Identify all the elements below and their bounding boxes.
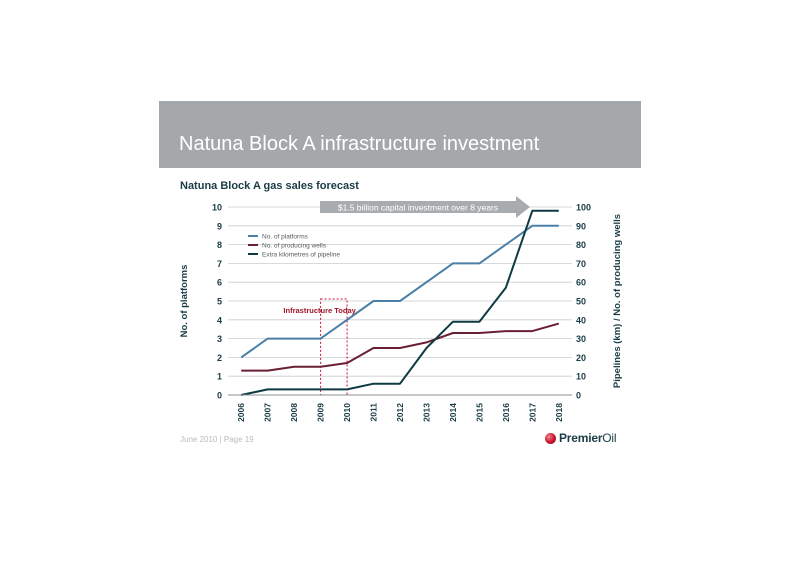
infrastructure-today-box — [320, 298, 348, 396]
x-tick-label: 2010 — [342, 403, 352, 422]
series-lines — [240, 209, 560, 396]
x-tick-label: 2018 — [554, 403, 564, 422]
x-tick-label: 2014 — [448, 403, 458, 422]
y-left-tick-label: 4 — [217, 315, 222, 325]
series-line-3 — [240, 209, 559, 396]
y-right-tick-label: 10 — [576, 372, 586, 382]
y-left-tick-label: 5 — [217, 297, 222, 307]
y-left-tick-label: 10 — [212, 203, 222, 213]
x-tick-label: 2011 — [369, 403, 379, 422]
series-line-1 — [240, 224, 559, 359]
x-tick-label: 2012 — [395, 403, 405, 422]
y-left-tick-label: 1 — [217, 372, 222, 382]
y-left-axis-title: No. of platforms — [179, 265, 190, 338]
y-left-tick-label: 0 — [217, 391, 222, 401]
logo-text: PremierOil — [559, 431, 617, 445]
y-right-tick-label: 100 — [576, 203, 591, 213]
y-right-tick-label: 60 — [576, 278, 586, 288]
investment-arrow-icon — [320, 196, 530, 218]
y-left-tick-label: 8 — [217, 240, 222, 250]
investment-arrow-label: $1.5 billion capital investment over 8 y… — [338, 203, 498, 213]
legend-label: Extra kilometres of pipeline — [262, 252, 340, 259]
infrastructure-today-label: Infrastructure Today — [283, 306, 356, 315]
y-right-tick-label: 70 — [576, 259, 586, 269]
title-banner: Natuna Block A infrastructure investment — [159, 101, 641, 168]
y-left-tick-label: 9 — [217, 221, 222, 231]
legend-label: No. of platforms — [262, 234, 309, 241]
y-left-tick-label: 6 — [217, 278, 222, 288]
y-right-axis-title: Pipelines (km) / No. of producing wells — [612, 214, 623, 388]
chart-title: Natuna Block A gas sales forecast — [180, 180, 359, 192]
grid — [228, 206, 572, 377]
logo-mark-icon — [545, 432, 556, 444]
y-right-tick-label: 80 — [576, 240, 586, 250]
legend-label: No. of producing wells — [262, 243, 327, 250]
y-right-tick-label: 50 — [576, 297, 586, 307]
x-tick-label: 2013 — [421, 403, 431, 422]
x-tick-label: 2007 — [263, 403, 273, 422]
footer-text: June 2010 | Page 19 — [180, 435, 254, 444]
premier-oil-logo: PremierOil — [545, 431, 617, 445]
logo-premier: Premier — [559, 431, 603, 445]
logo-oil: Oil — [602, 431, 617, 445]
investment-arrow-group: $1.5 billion capital investment over 8 y… — [320, 196, 530, 218]
y-left-tick-label: 3 — [217, 334, 222, 344]
y-left-tick-label: 2 — [217, 353, 222, 363]
y-right-tick-label: 90 — [576, 221, 586, 231]
x-tick-label: 2008 — [289, 403, 299, 422]
x-tick-label: 2015 — [474, 403, 484, 422]
y-right-tick-label: 30 — [576, 334, 586, 344]
x-tick-label: 2009 — [316, 403, 326, 422]
x-tick-label: 2006 — [236, 403, 246, 422]
infrastructure-box-group: Infrastructure Today — [283, 298, 357, 396]
x-tick-label: 2016 — [501, 403, 511, 422]
series-line-2 — [241, 322, 560, 372]
slide-title: Natuna Block A infrastructure investment — [179, 133, 540, 155]
y-right-tick-label: 20 — [576, 353, 586, 363]
x-tick-label: 2017 — [527, 403, 537, 422]
y-right-tick-label: 40 — [576, 315, 586, 325]
y-right-tick-label: 0 — [576, 391, 581, 401]
y-left-tick-label: 7 — [217, 259, 222, 269]
legend: No. of platforms No. of producing wells Ex… — [248, 234, 340, 259]
